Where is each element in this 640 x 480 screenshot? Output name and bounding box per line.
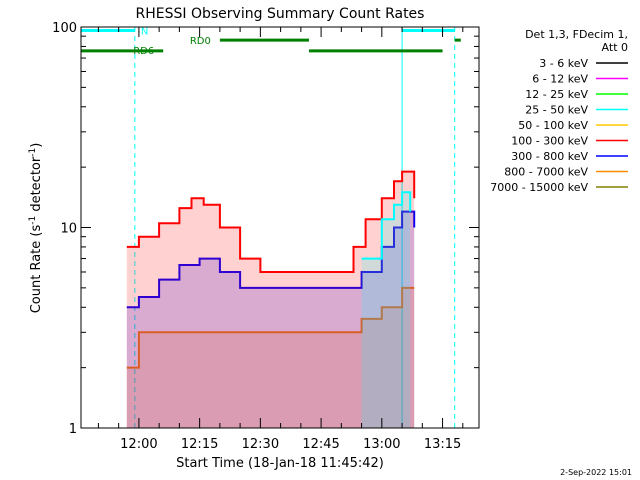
legend-entry-label: 6 - 12 keV xyxy=(532,73,588,86)
series-line-100-300keV xyxy=(126,170,416,273)
series-line-25-50keV xyxy=(361,191,412,260)
legend-entry-label: 300 - 800 keV xyxy=(511,150,588,163)
legend-title-line-1: Det 1,3, FDecim 1, xyxy=(525,28,628,41)
legend-entry-label: 12 - 25 keV xyxy=(525,88,588,101)
legend-entry-label: 100 - 300 keV xyxy=(511,135,588,148)
series-band-800-7000keV xyxy=(126,287,415,428)
y-tick-label: 100 xyxy=(52,21,77,36)
x-tick-label: 12:30 xyxy=(242,437,279,452)
plot-area: N RD0 RD6 xyxy=(80,27,461,428)
x-tick-label: 12:15 xyxy=(181,437,218,452)
legend-entry-label: 7000 - 15000 keV xyxy=(490,181,588,194)
y-tick-label: 1 xyxy=(69,422,77,437)
x-tick-label: 13:00 xyxy=(363,437,400,452)
axes: 1 10 100 12:00 12:15 12:30 12:45 13:00 13:15 xyxy=(52,21,480,452)
mode-label: N xyxy=(141,27,148,38)
x-tick-label: 13:15 xyxy=(424,437,461,452)
legend: Det 1,3, FDecim 1, Att 0 3 - 6 keV 6 - 12… xyxy=(490,28,628,194)
x-tick-label: 12:45 xyxy=(302,437,339,452)
mode-label: RD0 xyxy=(190,36,211,47)
chart-title: RHESSI Observing Summary Count Rates xyxy=(136,6,425,22)
legend-title-line-2: Att 0 xyxy=(602,41,628,54)
legend-entry-label: 800 - 7000 keV xyxy=(504,166,588,179)
y-tick-label: 10 xyxy=(60,222,77,237)
series-band-100-300keV xyxy=(126,171,415,428)
x-tick-label: 12:00 xyxy=(120,437,157,452)
generated-date: 2-Sep-2022 15:01 xyxy=(560,468,632,477)
y-axis-label-group: Count Rate (s-1 detector-1) xyxy=(28,143,44,314)
mode-label: RD6 xyxy=(133,46,154,57)
y-axis-label: Count Rate (s-1 detector-1) xyxy=(28,143,44,314)
series-line-800-7000keV xyxy=(126,286,415,369)
series-line-300-800keV xyxy=(126,210,416,309)
legend-entry-label: 25 - 50 keV xyxy=(525,104,588,117)
series-band-25-50keV xyxy=(361,192,411,428)
legend-entry-label: 3 - 6 keV xyxy=(539,57,588,70)
legend-entry-label: 50 - 100 keV xyxy=(518,119,588,132)
x-axis-label: Start Time (18-Jan-18 11:45:42) xyxy=(176,456,384,471)
